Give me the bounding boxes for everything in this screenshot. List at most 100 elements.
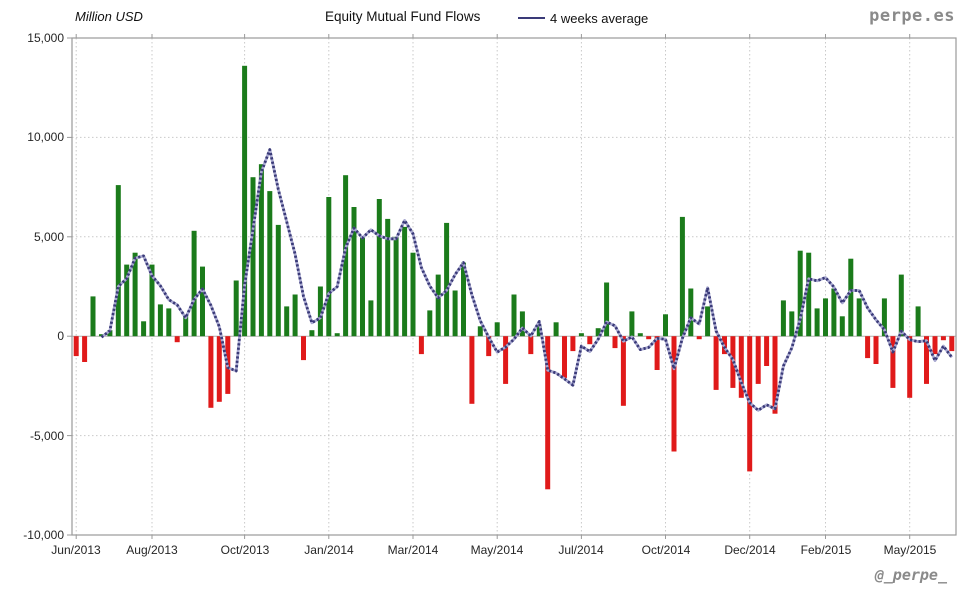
flow-bar [823,298,828,337]
flow-bar [258,164,264,337]
flow-bar [444,222,450,337]
plot-border [71,37,957,536]
flow-bar [368,300,374,337]
flow-bar [696,336,702,340]
flow-bar [898,274,904,337]
flow-bar [99,334,104,337]
flow-bar [132,252,138,337]
flow-bar [233,280,239,337]
flow-bar [157,304,163,337]
flow-bar [806,252,812,337]
flow-bar [250,177,256,337]
flow-bar [435,274,441,337]
flow-bar [755,336,761,384]
flow-bar [873,336,879,364]
y-tick-label: 0 [57,329,64,343]
chart-title: Equity Mutual Fund Flows [325,9,481,24]
flow-bar [797,250,803,337]
flow-bar [292,294,298,337]
flow-bar [385,218,391,337]
average-line [100,148,953,412]
flow-bar [637,333,643,337]
y-tick-label: 5,000 [33,230,64,244]
flow-bar [73,336,79,357]
flow-bar [890,336,896,388]
flow-bar [343,175,349,337]
flow-bar [814,308,820,337]
flow-bar [393,236,399,337]
flow-bar [671,336,677,452]
flow-bar [940,336,946,341]
flow-bar [486,336,492,357]
site-watermark: perpe.es [869,6,955,26]
flow-bar [469,336,475,404]
x-tick-label: Jul/2014 [558,543,604,557]
flow-bar [477,326,483,337]
flow-bar [511,294,517,337]
flow-bar [503,336,509,384]
flow-bar [679,216,685,337]
flow-bar [376,199,382,337]
flow-bar [856,298,862,337]
twitter-handle-watermark: @_perpe_ [874,566,947,584]
flow-bar [595,328,601,337]
flow-bar [907,336,913,398]
x-tick-label: Feb/2015 [800,543,852,557]
flow-bar [351,207,357,337]
flow-bar [629,311,635,337]
flow-bar [881,298,887,337]
flow-bar [183,316,189,337]
x-tick-label: Oct/2013 [220,543,270,557]
flow-bar [115,185,121,337]
flow-bar [141,321,147,337]
x-tick-label: Jun/2013 [51,543,101,557]
flow-bar [242,65,248,337]
flow-bar [200,266,205,337]
y-tick-label: -5,000 [29,429,64,443]
flow-bar [705,306,711,337]
flow-bar [418,336,424,355]
flow-bar [90,296,96,337]
x-tick-label: Mar/2014 [387,543,439,557]
flow-bar [519,311,525,337]
average-line-swatch [518,17,545,19]
flow-bar [275,224,281,337]
x-tick-label: Dec/2014 [724,543,776,557]
flow-bar [536,326,542,337]
x-tick-label: May/2015 [883,543,937,557]
flow-bar [166,308,172,337]
flow-bar [865,336,871,359]
flow-bar [578,333,584,337]
flow-bar [764,336,770,366]
flow-bar [924,336,929,384]
flow-bar [932,336,938,355]
flow-bar [688,288,694,337]
flow-bar [553,322,559,337]
x-tick-label: May/2014 [470,543,524,557]
flow-bar [149,264,155,337]
flow-bar [839,316,845,337]
flow-bar [713,336,719,390]
flow-bar [427,310,433,337]
flow-bar [326,197,332,337]
y-tick-label: -10,000 [23,528,64,542]
flow-bar [107,330,113,337]
flow-bar [528,336,534,355]
flow-bar [452,290,458,337]
flow-bar [570,336,576,352]
flow-bar [494,322,500,337]
flow-bar [604,282,610,337]
x-tick-label: Jan/2014 [304,543,354,557]
flow-bar [284,306,290,337]
flow-bar [208,336,214,408]
flow-bar [191,230,197,337]
flow-bar [831,288,837,337]
flow-bar [360,236,365,337]
flow-bar [334,333,340,337]
flow-bar [663,314,668,337]
flow-bar [587,336,593,345]
flow-bar [915,306,921,337]
flow-bar [82,336,88,362]
